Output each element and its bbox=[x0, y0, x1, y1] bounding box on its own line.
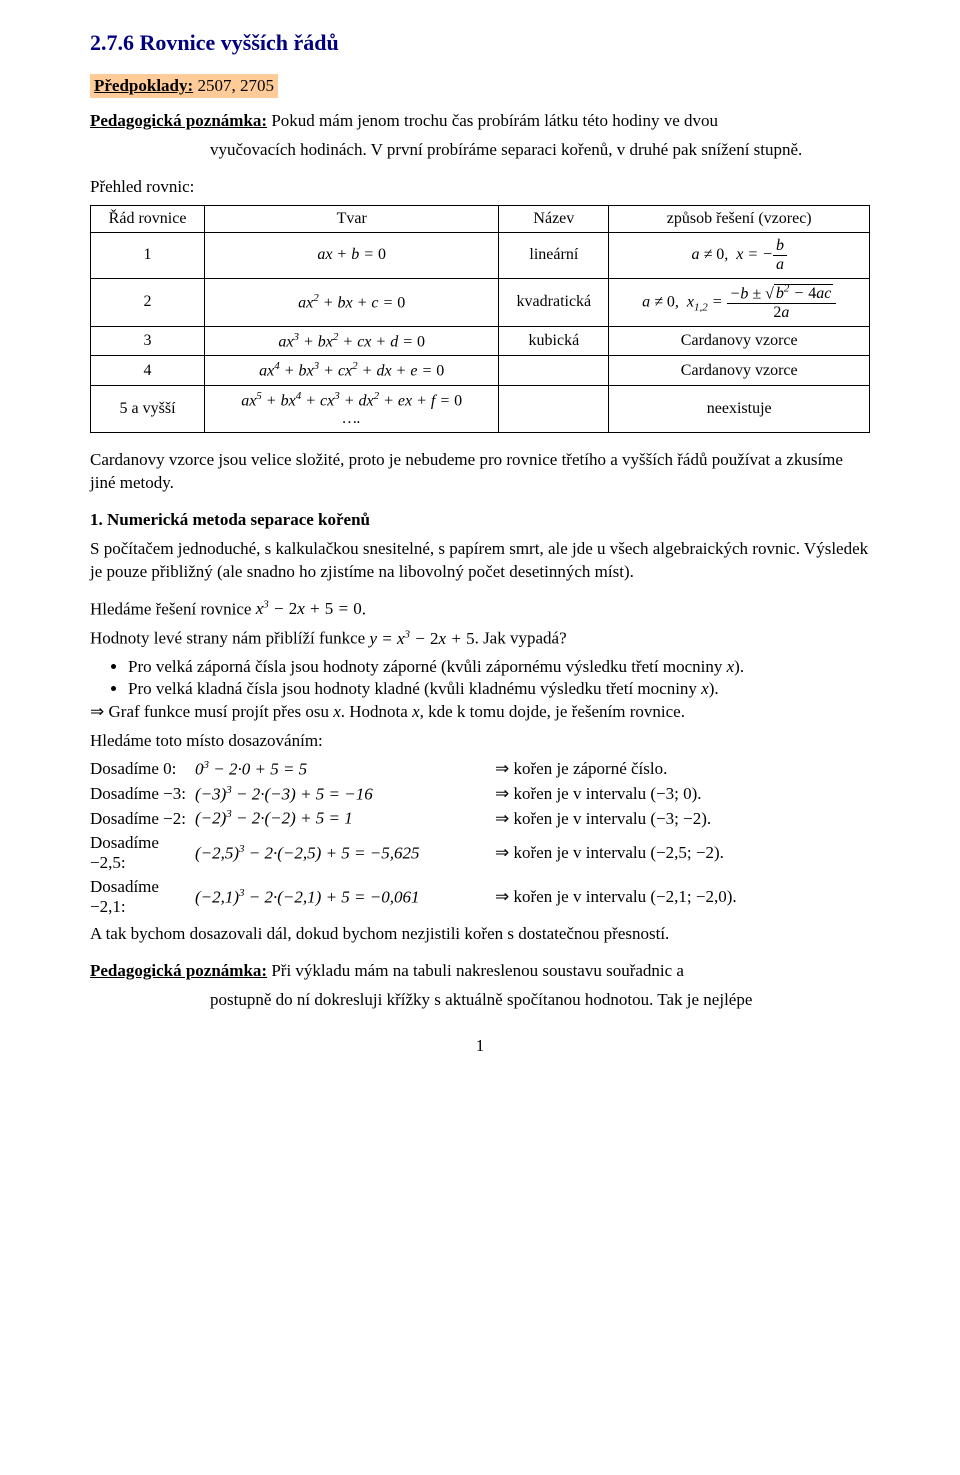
subst-expr: (−2,1)3 − 2·(−2,1) + 5 = −0,061 bbox=[195, 887, 495, 908]
table-row: 5 a vyšší ax5 + bx4 + cx3 + dx2 + ex + f… bbox=[91, 385, 870, 432]
table-row: 2 ax2 + bx + c = 0 kvadratická a ≠ 0, x1… bbox=[91, 278, 870, 326]
note1-label: Pedagogická poznámka: bbox=[90, 111, 267, 130]
subst-expr: (−2,5)3 − 2·(−2,5) + 5 = −5,625 bbox=[195, 843, 495, 864]
and-so-on: A tak bychom dosazovali dál, dokud bycho… bbox=[90, 923, 870, 946]
subst-expr: 03 − 2·0 + 5 = 5 bbox=[195, 759, 495, 780]
equations-table: Řád rovnice Tvar Název způsob řešení (vz… bbox=[90, 205, 870, 433]
note2-line2: postupně do ní dokresluji křížky s aktuá… bbox=[90, 989, 870, 1012]
page: 2.7.6 Rovnice vyšších řádů Předpoklady: … bbox=[0, 0, 960, 1086]
subst-expr: (−3)3 − 2·(−3) + 5 = −16 bbox=[195, 784, 495, 805]
list-item: Pro velká kladná čísla jsou hodnoty klad… bbox=[128, 679, 870, 699]
note1-line2: vyučovacích hodinách. V první probíráme … bbox=[90, 139, 870, 162]
th-name: Název bbox=[499, 205, 609, 232]
cardano-note: Cardanovy vzorce jsou velice složité, pr… bbox=[90, 449, 870, 495]
section-1-title: 1. Numerická metoda separace kořenů bbox=[90, 509, 870, 532]
seek-solution: Hledáme řešení rovnice x3 − 2x + 5 = 0. bbox=[90, 598, 870, 622]
th-order: Řád rovnice bbox=[91, 205, 205, 232]
left-side-values: Hodnoty levé strany nám přiblíží funkce … bbox=[90, 627, 870, 651]
graph-conclusion: ⇒ Graf funkce musí projít přes osu x. Ho… bbox=[90, 701, 870, 724]
subst-row: Dosadíme −2: (−2)3 − 2·(−2) + 5 = 1 ⇒ ko… bbox=[90, 808, 870, 829]
th-form: Tvar bbox=[205, 205, 499, 232]
note1-line1: Pokud mám jenom trochu čas probírám látk… bbox=[267, 111, 718, 130]
subst-row: Dosadíme −2,1: (−2,1)3 − 2·(−2,1) + 5 = … bbox=[90, 877, 870, 917]
bullet-list: Pro velká záporná čísla jsou hodnoty záp… bbox=[90, 657, 870, 699]
th-method: způsob řešení (vzorec) bbox=[609, 205, 870, 232]
pedagogical-note-2: Pedagogická poznámka: Při výkladu mám na… bbox=[90, 960, 870, 983]
overview-label: Přehled rovnic: bbox=[90, 176, 870, 199]
subst-row: Dosadíme −2,5: (−2,5)3 − 2·(−2,5) + 5 = … bbox=[90, 833, 870, 873]
page-title: 2.7.6 Rovnice vyšších řádů bbox=[90, 30, 870, 56]
prereq-value: 2507, 2705 bbox=[193, 76, 274, 95]
subst-row: Dosadíme −3: (−3)3 − 2·(−3) + 5 = −16 ⇒ … bbox=[90, 784, 870, 805]
subst-expr: (−2)3 − 2·(−2) + 5 = 1 bbox=[195, 808, 495, 829]
pedagogical-note-1: Pedagogická poznámka: Pokud mám jenom tr… bbox=[90, 110, 870, 133]
prerequisites-box: Předpoklady: 2507, 2705 bbox=[90, 74, 278, 98]
table-row: Řád rovnice Tvar Název způsob řešení (vz… bbox=[91, 205, 870, 232]
table-row: 1 ax + b = 0 lineární a ≠ 0, x = −ba bbox=[91, 232, 870, 278]
note2-label: Pedagogická poznámka: bbox=[90, 961, 267, 980]
table-row: 4 ax4 + bx3 + cx2 + dx + e = 0 Cardanovy… bbox=[91, 356, 870, 385]
table-row: 3 ax3 + bx2 + cx + d = 0 kubická Cardano… bbox=[91, 327, 870, 356]
subst-row: Dosadíme 0: 03 − 2·0 + 5 = 5 ⇒ kořen je … bbox=[90, 759, 870, 780]
prereq-label: Předpoklady: bbox=[94, 76, 193, 95]
substitution-intro: Hledáme toto místo dosazováním: bbox=[90, 730, 870, 753]
section-1-text: S počítačem jednoduché, s kalkulačkou sn… bbox=[90, 538, 870, 584]
note2-line1: Při výkladu mám na tabuli nakreslenou so… bbox=[267, 961, 684, 980]
page-number: 1 bbox=[90, 1036, 870, 1056]
list-item: Pro velká záporná čísla jsou hodnoty záp… bbox=[128, 657, 870, 677]
